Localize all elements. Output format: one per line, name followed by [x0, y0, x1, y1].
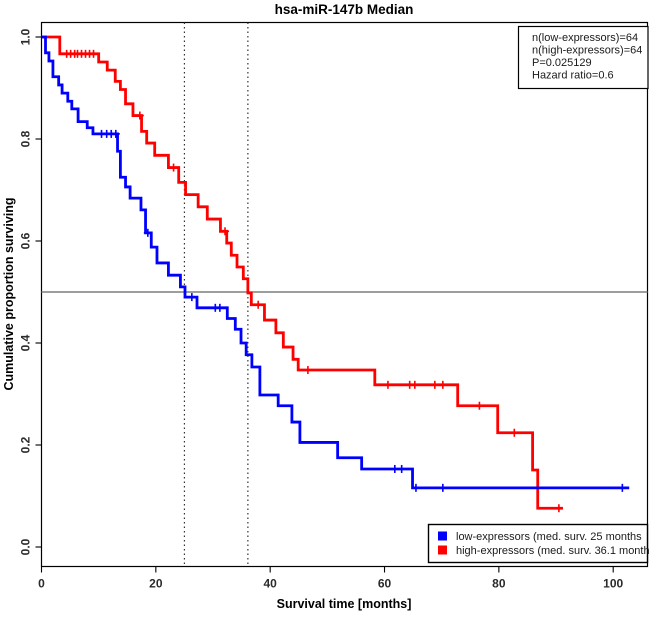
stats-line-hazard-ratio: Hazard ratio=0.6: [532, 70, 614, 82]
y-axis-label: Cumulative proportion surviving: [2, 197, 16, 390]
y-tick-label: 0.8: [19, 130, 33, 147]
x-axis-label: Survival time [months]: [277, 597, 412, 611]
legend-label-high: high-expressors (med. surv. 36.1 months): [456, 545, 650, 557]
legend-label-low: low-expressors (med. surv. 25 months: [456, 531, 642, 543]
legend: low-expressors (med. surv. 25 months hig…: [429, 525, 650, 563]
legend-swatch-high: [438, 546, 447, 555]
x-tick-label: 0: [38, 577, 45, 591]
y-tick-label: 0.0: [19, 538, 33, 555]
x-tick-label: 60: [378, 577, 392, 591]
axis-ticks-layer: 0 20 40 60 80 100 0.0 0.2 0.4 0.6 0.8 1.0: [19, 28, 624, 590]
stats-line-n-low: n(low-expressors)=64: [532, 32, 638, 44]
survival-curves-layer: [42, 37, 630, 512]
y-tick-label: 0.4: [19, 334, 33, 351]
y-tick-label: 0.6: [19, 232, 33, 249]
x-tick-label: 40: [263, 577, 277, 591]
plot-title: hsa-miR-147b Median: [275, 2, 414, 17]
survival-curve-high-expressors: [42, 37, 563, 508]
x-tick-label: 100: [603, 577, 623, 591]
stats-line-pvalue: P=0.025129: [532, 57, 592, 69]
y-tick-label: 1.0: [19, 28, 33, 45]
censor-marks-low-expressors: [98, 130, 627, 492]
stats-line-n-high: n(high-expressors)=64: [532, 45, 642, 57]
x-tick-label: 20: [149, 577, 163, 591]
legend-swatch-low: [438, 532, 447, 541]
stats-box: n(low-expressors)=64 n(high-expressors)=…: [519, 27, 649, 89]
y-tick-label: 0.2: [19, 436, 33, 453]
x-tick-label: 80: [492, 577, 506, 591]
